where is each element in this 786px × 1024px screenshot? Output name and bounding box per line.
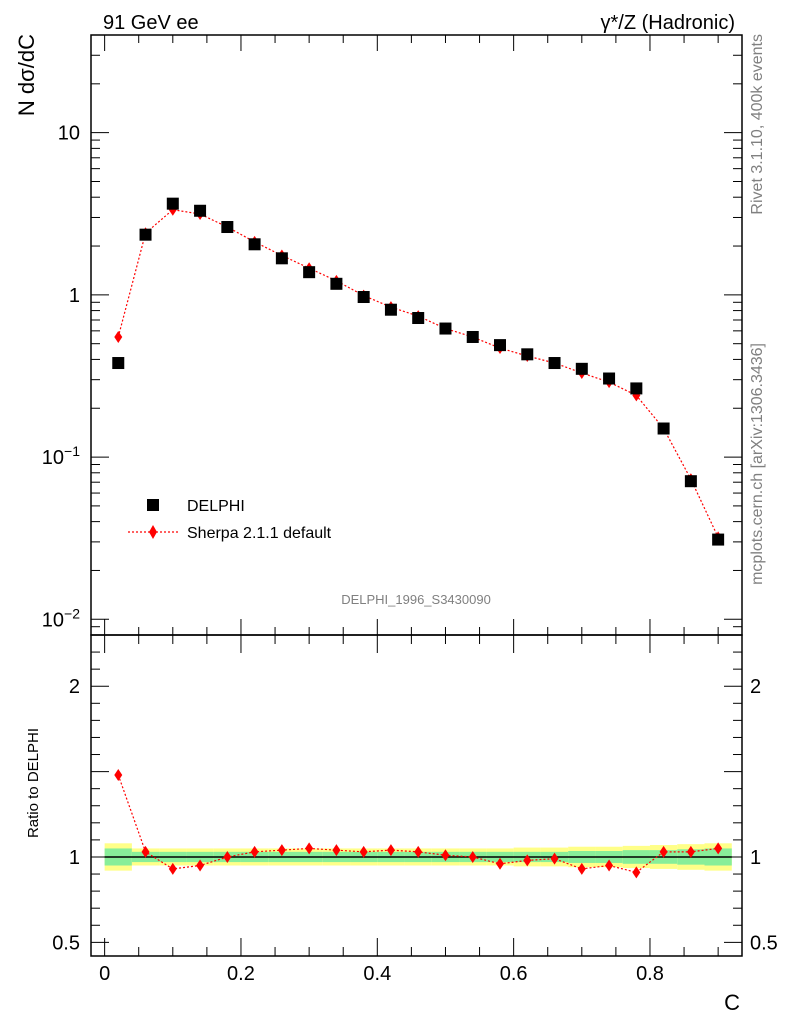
ratio-y-tick-label-right: 0.5	[750, 932, 778, 954]
sherpa-ratio-series	[114, 769, 723, 879]
sherpa-ratio-point	[605, 859, 614, 872]
delphi-point	[248, 238, 261, 251]
main-y-tick-label: 10−2	[42, 605, 80, 631]
x-tick-label: 0	[99, 963, 110, 985]
main-y-tick-label: 10	[58, 123, 80, 145]
sherpa-ratio-point	[223, 850, 232, 863]
delphi-point	[412, 312, 425, 325]
sherpa-ratio-point	[550, 852, 559, 865]
sherpa-ratio-point	[250, 845, 259, 858]
delphi-point	[166, 197, 179, 210]
sherpa-ratio-point	[468, 850, 477, 863]
sherpa-main-series	[114, 203, 723, 544]
sherpa-ratio-point	[414, 845, 423, 858]
delphi-point	[575, 362, 588, 375]
sherpa-ratio-point	[523, 854, 532, 867]
main-axis-ticks	[91, 34, 742, 636]
ratio-y-tick-label-right: 2	[750, 676, 761, 698]
delphi-point	[194, 204, 207, 217]
legend-sherpa-marker	[149, 525, 157, 539]
ratio-y-tick-label-left: 1	[69, 847, 80, 869]
sherpa-ratio-point	[659, 845, 668, 858]
sherpa-ratio-point	[277, 844, 286, 857]
sherpa-ratio-point	[114, 769, 123, 782]
delphi-point	[466, 330, 479, 343]
delphi-point	[521, 348, 534, 361]
x-tick-labels: 0 0.2 0.4 0.6 0.8	[99, 963, 664, 985]
sherpa-ratio-point	[359, 845, 368, 858]
main-panel: 10 1 10−1 10−2 N dσ/dC DELPHI_1996_S3430090…	[14, 34, 743, 636]
legend-delphi-label: DELPHI	[187, 498, 245, 515]
rivet-version-label: Rivet 3.1.10, 400k events	[749, 34, 766, 215]
sherpa-ratio-point	[305, 842, 314, 855]
delphi-point	[657, 422, 670, 435]
ratio-y-tick-label-left: 0.5	[52, 932, 80, 954]
x-tick-label: 0.4	[363, 963, 391, 985]
sherpa-ratio-point	[168, 862, 177, 875]
analysis-label: DELPHI_1996_S3430090	[341, 592, 491, 607]
ratio-y-tick-label-left: 2	[69, 676, 80, 698]
sherpa-ratio-point	[686, 845, 695, 858]
top-right-title: γ*/Z (Hadronic)	[601, 12, 735, 34]
main-y-axis-label: N dσ/dC	[14, 34, 39, 116]
delphi-point	[684, 475, 697, 488]
x-tick-label: 0.8	[636, 963, 664, 985]
delphi-point	[548, 357, 561, 370]
delphi-point	[112, 357, 125, 370]
main-y-tick-label: 10−1	[42, 443, 80, 469]
delphi-point	[139, 228, 152, 241]
ratio-axis-ticks	[91, 635, 742, 956]
x-tick-label: 0.2	[227, 963, 255, 985]
sherpa-ratio-point	[196, 859, 205, 872]
delphi-main-series	[112, 197, 725, 546]
delphi-point	[630, 382, 643, 395]
ratio-y-tick-labels: 2 2 1 1 0.5 0.5	[52, 676, 778, 954]
ratio-frame	[90, 634, 743, 957]
delphi-point	[357, 291, 370, 304]
sherpa-main-line	[117, 209, 719, 538]
legend-sherpa-label: Sherpa 2.1.1 default	[187, 525, 332, 542]
main-frame	[90, 34, 743, 636]
delphi-point	[275, 252, 288, 265]
delphi-point	[603, 372, 616, 385]
delphi-point	[330, 277, 343, 290]
ratio-y-tick-label-right: 1	[750, 847, 761, 869]
legend-delphi-marker	[147, 499, 159, 511]
x-tick-label: 0.6	[500, 963, 528, 985]
source-url-label: mcplots.cern.ch [arXiv:1306.3436]	[749, 343, 766, 585]
sherpa-point	[114, 330, 123, 343]
sherpa-ratio-point	[577, 862, 586, 875]
delphi-point	[303, 266, 316, 279]
sherpa-ratio-point	[496, 857, 505, 870]
sherpa-ratio-point	[714, 842, 723, 855]
legend: DELPHI Sherpa 2.1.1 default	[128, 498, 332, 542]
sherpa-ratio-point	[141, 845, 150, 858]
x-axis-label: C	[724, 990, 740, 1015]
sherpa-ratio-point	[386, 844, 395, 857]
ratio-panel: 2 2 1 1 0.5 0.5 0 0.2 0.4 0.6 0.8 Ratio to DELPHI…	[25, 634, 778, 1015]
delphi-point	[384, 303, 397, 316]
delphi-point	[712, 533, 725, 546]
top-left-title: 91 GeV ee	[103, 12, 199, 34]
delphi-point	[439, 322, 452, 335]
ratio-y-axis-label: Ratio to DELPHI	[25, 728, 42, 838]
main-y-tick-labels: 10 1 10−1 10−2	[42, 123, 80, 632]
sherpa-ratio-point	[332, 844, 341, 857]
delphi-point	[494, 339, 507, 352]
main-y-tick-label: 1	[69, 285, 80, 307]
delphi-point	[221, 221, 234, 234]
sherpa-ratio-point	[632, 866, 641, 879]
sherpa-ratio-point	[441, 849, 450, 862]
